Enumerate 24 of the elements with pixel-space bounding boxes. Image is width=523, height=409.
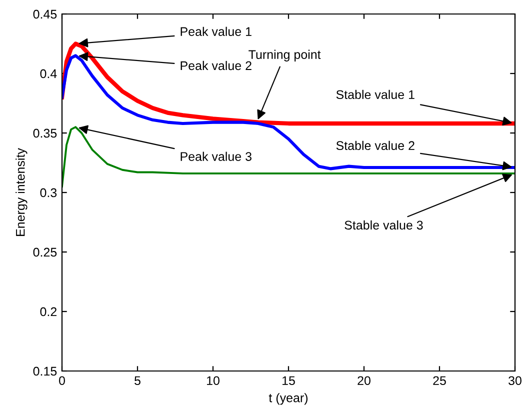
line-series [62, 126, 515, 188]
annotation: Stable value 3 [344, 220, 423, 230]
x-tick-label: 5 [134, 376, 140, 386]
y-tick-label: 0.45 [33, 10, 57, 19]
y-tick-label: 0.35 [33, 128, 57, 138]
annotation: Stable value 2 [336, 140, 414, 150]
x-tick-label: 25 [433, 376, 446, 386]
annotation: Stable value 1 [336, 90, 414, 100]
y-tick-label: 0.25 [33, 248, 57, 257]
annotation: Peak value 3 [180, 152, 252, 161]
y-tick-label: 0.4 [40, 69, 57, 78]
annotation: Peak value 2 [180, 60, 252, 70]
x-axis-title: t (year) [268, 393, 308, 405]
y-axis-title: Energy intensity [16, 148, 28, 236]
y-tick-label: 0.2 [40, 307, 57, 316]
x-tick-label: 10 [207, 376, 220, 386]
x-tick-label: 30 [508, 376, 522, 386]
x-tick-label: 0 [59, 376, 65, 386]
y-tick-label: 0.3 [40, 188, 57, 198]
y-tick-label: 0.15 [33, 366, 57, 376]
annotation: Peak value 1 [180, 26, 252, 36]
x-tick-label: 15 [282, 376, 295, 386]
annotation: Turning point [248, 50, 321, 62]
x-tick-label: 20 [358, 376, 370, 386]
